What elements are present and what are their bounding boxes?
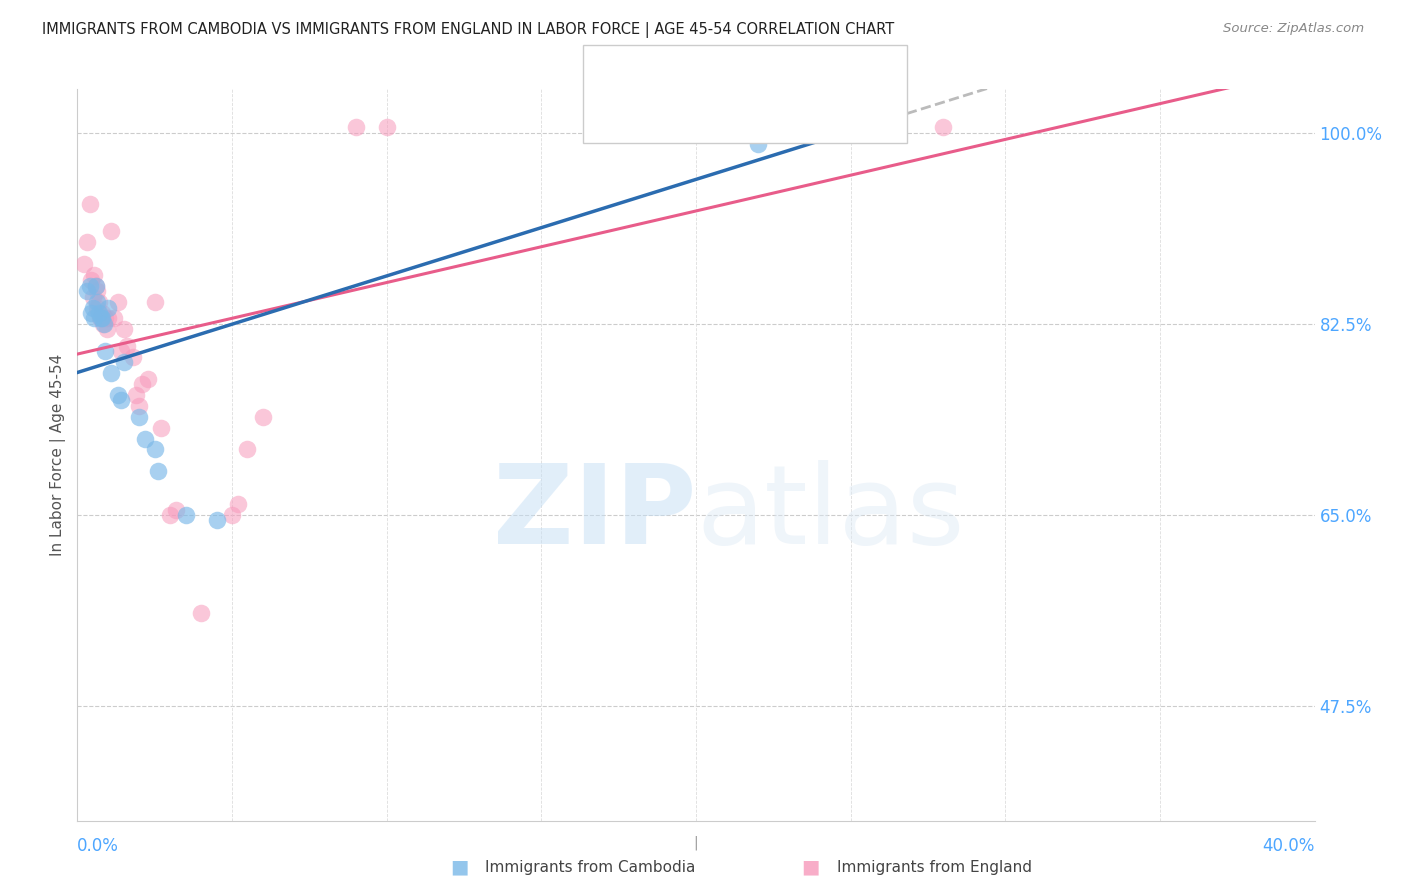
Point — [89, 311, 111, 326]
Point — [174, 508, 197, 522]
Point — [100, 224, 122, 238]
Point — [190, 606, 212, 620]
Point — [122, 350, 145, 364]
Point — [91, 306, 114, 320]
Point — [110, 393, 132, 408]
Point — [79, 278, 101, 293]
Point — [91, 311, 114, 326]
Text: Source: ZipAtlas.com: Source: ZipAtlas.com — [1223, 22, 1364, 36]
Text: R = 0.201: R = 0.201 — [630, 64, 713, 82]
Text: 0.0%: 0.0% — [77, 837, 120, 855]
Point — [79, 197, 101, 211]
Point — [808, 120, 831, 135]
Point — [94, 311, 117, 326]
Point — [97, 311, 120, 326]
Text: N = 40: N = 40 — [773, 107, 835, 125]
Point — [159, 508, 181, 522]
Point — [96, 322, 118, 336]
Point — [236, 442, 259, 457]
Point — [115, 339, 138, 353]
Text: R = 0.387: R = 0.387 — [630, 107, 713, 125]
Point — [72, 257, 94, 271]
Point — [84, 278, 107, 293]
Point — [747, 136, 769, 151]
Point — [143, 295, 166, 310]
Point — [80, 306, 103, 320]
Point — [86, 284, 108, 298]
Point — [90, 311, 112, 326]
Point — [143, 442, 166, 457]
Point — [87, 295, 110, 310]
Point — [87, 306, 110, 320]
Point — [623, 120, 645, 135]
Point — [91, 317, 114, 331]
Point — [100, 366, 122, 380]
Point — [128, 409, 150, 424]
Point — [86, 301, 108, 315]
Point — [932, 120, 955, 135]
Point — [97, 301, 120, 315]
Point — [375, 120, 398, 135]
Point — [83, 268, 105, 282]
Point — [344, 120, 367, 135]
Point — [107, 388, 129, 402]
Point — [592, 120, 614, 135]
Text: Immigrants from England: Immigrants from England — [837, 860, 1032, 874]
Point — [112, 355, 135, 369]
Point — [94, 344, 117, 359]
Point — [226, 497, 249, 511]
Point — [149, 420, 172, 434]
Text: ■: ■ — [600, 63, 619, 83]
Text: atlas: atlas — [696, 460, 965, 567]
Text: |: | — [693, 836, 699, 850]
Point — [76, 235, 98, 249]
Point — [128, 399, 150, 413]
Point — [205, 513, 228, 527]
Text: Immigrants from Cambodia: Immigrants from Cambodia — [485, 860, 696, 874]
Point — [86, 295, 108, 310]
Point — [125, 388, 148, 402]
Point — [107, 295, 129, 310]
Point — [110, 344, 132, 359]
Text: ZIP: ZIP — [492, 460, 696, 567]
Point — [84, 278, 107, 293]
Point — [76, 284, 98, 298]
Text: ■: ■ — [450, 857, 468, 877]
Point — [131, 376, 153, 391]
Point — [252, 409, 274, 424]
Text: ■: ■ — [600, 106, 619, 126]
Point — [134, 432, 156, 446]
Point — [93, 317, 115, 331]
Point — [103, 311, 125, 326]
Point — [112, 322, 135, 336]
Point — [221, 508, 243, 522]
Text: ■: ■ — [801, 857, 820, 877]
Point — [83, 311, 105, 326]
Text: 40.0%: 40.0% — [1263, 837, 1315, 855]
Point — [80, 273, 103, 287]
Point — [165, 502, 187, 516]
Y-axis label: In Labor Force | Age 45-54: In Labor Force | Age 45-54 — [51, 354, 66, 556]
Text: IMMIGRANTS FROM CAMBODIA VS IMMIGRANTS FROM ENGLAND IN LABOR FORCE | AGE 45-54 C: IMMIGRANTS FROM CAMBODIA VS IMMIGRANTS F… — [42, 22, 894, 38]
Point — [138, 371, 160, 385]
Point — [82, 301, 104, 315]
Text: N = 26: N = 26 — [773, 64, 835, 82]
Point — [146, 464, 169, 478]
Point — [82, 290, 104, 304]
